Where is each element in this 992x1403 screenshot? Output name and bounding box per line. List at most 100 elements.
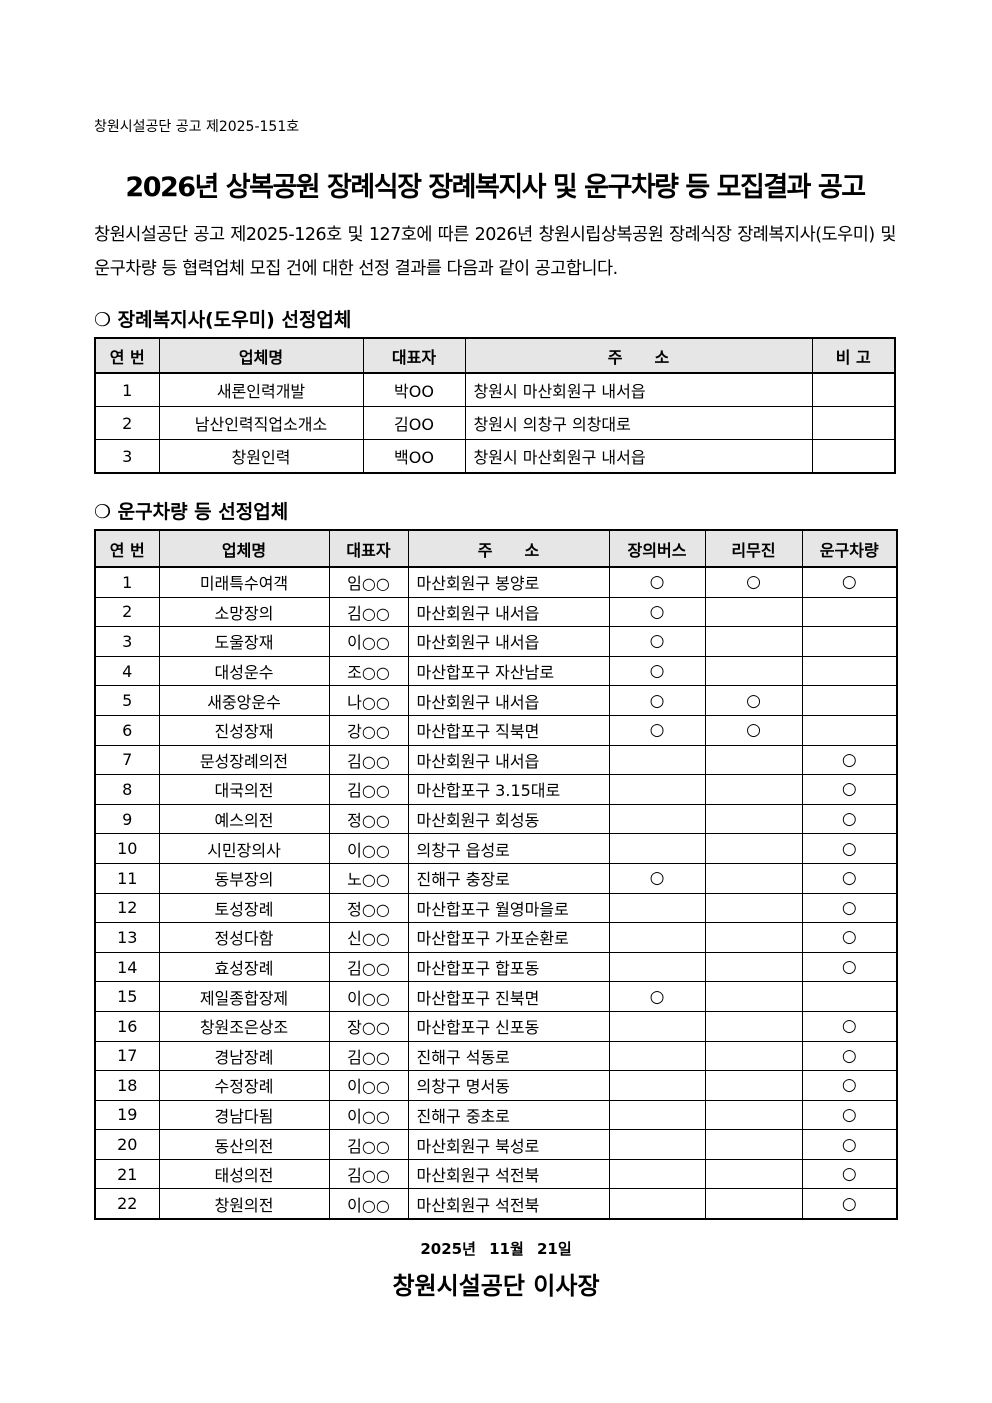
table-cell: 3: [94, 439, 160, 474]
section2-heading: ❍ 운구차량 등 선정업체: [94, 501, 289, 523]
table-cell: [608, 1129, 706, 1160]
table-cell: 신○○: [328, 922, 409, 953]
table-cell: 정○○: [328, 803, 409, 835]
table-row: 10 시민장의사 이○○ 의창구 읍성로 ○: [94, 833, 898, 864]
table-cell: 22: [94, 1188, 160, 1220]
table-row: 12 토성장례 정○○ 마산합포구 월영마을로 ○: [94, 892, 898, 924]
table-cell: [704, 803, 803, 835]
table-cell: 대성운수: [158, 655, 330, 687]
table-cell: ○: [608, 626, 706, 657]
table-cell: 마산합포구 직북면: [407, 714, 610, 746]
table-cell: 9: [94, 803, 160, 835]
table-cell: 동산의전: [158, 1129, 330, 1160]
table-cell: ○: [608, 862, 706, 894]
table-row: 3 도울장재 이○○ 마산회원구 내서읍 ○: [94, 626, 898, 657]
table-cell: ○: [801, 922, 898, 953]
table-cell: 마산회원구 석전북: [407, 1188, 610, 1220]
table-cell: [704, 951, 803, 983]
table-cell: 김○○: [328, 596, 409, 628]
table-cell: 이○○: [328, 1070, 409, 1101]
table-cell: 마산회원구 내서읍: [407, 685, 610, 716]
table-cell: 장○○: [328, 1010, 409, 1042]
table-cell: [704, 1188, 803, 1220]
table-cell: 제일종합장제: [158, 981, 330, 1012]
column-header: 리무진: [704, 529, 803, 568]
table-cell: 18: [94, 1070, 160, 1101]
table-row: 2 소망장의 김○○ 마산회원구 내서읍 ○: [94, 596, 898, 628]
table-row: 16 창원조은상조 장○○ 마산합포구 신포동 ○: [94, 1010, 898, 1042]
table-cell: [801, 685, 898, 716]
table-cell: [608, 1010, 706, 1042]
table-cell: [704, 1070, 803, 1101]
table-cell: [608, 833, 706, 864]
table-cell: [704, 744, 803, 776]
table-row: 20 동산의전 김○○ 마산회원구 북성로 ○: [94, 1129, 898, 1160]
table-row: 3 창원인력 백OO 창원시 마산회원구 내서읍: [94, 439, 896, 474]
table-cell: 마산회원구 내서읍: [407, 626, 610, 657]
table-cell: [608, 1188, 706, 1220]
table-cell: [704, 626, 803, 657]
table-cell: [801, 714, 898, 746]
notice-number: 창원시설공단 공고 제2025-151호: [94, 119, 300, 135]
table-cell: 1: [94, 566, 160, 598]
column-header: 연 번: [94, 529, 160, 568]
table-row: 2 남산인력직업소개소 김OO 창원시 의창구 의창대로: [94, 406, 896, 440]
table-cell: 창원의전: [158, 1188, 330, 1220]
table-cell: ○: [801, 892, 898, 924]
table-cell: 창원조은상조: [158, 1010, 330, 1042]
table-cell: [704, 1099, 803, 1131]
table-cell: 미래특수여객: [158, 566, 330, 598]
table-cell: 정○○: [328, 892, 409, 924]
table-cell: 마산회원구 회성동: [407, 803, 610, 835]
table-cell: 창원시 의창구 의창대로: [464, 406, 813, 440]
table-cell: ○: [801, 1040, 898, 1072]
table-cell: 예스의전: [158, 803, 330, 835]
table-row: 11 동부장의 노○○ 진해구 충장로 ○ ○: [94, 862, 898, 894]
table-cell: 창원시 마산회원구 내서읍: [464, 439, 813, 474]
table-cell: 8: [94, 774, 160, 805]
table-cell: 강○○: [328, 714, 409, 746]
table-cell: 2: [94, 596, 160, 628]
table-cell: 15: [94, 981, 160, 1012]
table-cell: 마산합포구 신포동: [407, 1010, 610, 1042]
table-cell: ○: [801, 951, 898, 983]
table-row: 13 정성다함 신○○ 마산합포구 가포순환로 ○: [94, 922, 898, 953]
table-cell: ○: [801, 862, 898, 894]
table-cell: ○: [704, 566, 803, 598]
table-cell: 21: [94, 1158, 160, 1190]
table-row: 15 제일종합장제 이○○ 마산합포구 진북면 ○: [94, 981, 898, 1012]
table-cell: 진해구 중초로: [407, 1099, 610, 1131]
table-cell: 마산합포구 진북면: [407, 981, 610, 1012]
column-header: 장의버스: [608, 529, 706, 568]
table-cell: 경남장례: [158, 1040, 330, 1072]
table-cell: 경남다됨: [158, 1099, 330, 1131]
table-cell: 효성장례: [158, 951, 330, 983]
table-row: 7 문성장례의전 김○○ 마산회원구 내서읍 ○: [94, 744, 898, 776]
table-cell: 10: [94, 833, 160, 864]
table-cell: 토성장례: [158, 892, 330, 924]
table-cell: 나○○: [328, 685, 409, 716]
table-cell: [704, 862, 803, 894]
table-cell: 남산인력직업소개소: [158, 406, 364, 440]
table-cell: 마산회원구 북성로: [407, 1129, 610, 1160]
table-row: 6 진성장재 강○○ 마산합포구 직북면 ○ ○: [94, 714, 898, 746]
table-cell: 마산합포구 가포순환로: [407, 922, 610, 953]
table-cell: 6: [94, 714, 160, 746]
intro-paragraph: 창원시설공단 공고 제2025-126호 및 127호에 따른 2026년 창원…: [94, 225, 897, 279]
notice-date: 2025년 11월 21일: [420, 1240, 572, 1258]
table-cell: 새론인력개발: [158, 372, 364, 407]
table-cell: 진해구 충장로: [407, 862, 610, 894]
table-cell: [801, 981, 898, 1012]
table-cell: 시민장의사: [158, 833, 330, 864]
table-cell: ○: [801, 1010, 898, 1042]
table-cell: [811, 372, 896, 407]
table-cell: [704, 596, 803, 628]
table-cell: 정성다함: [158, 922, 330, 953]
table-cell: 이○○: [328, 981, 409, 1012]
table-cell: ○: [801, 774, 898, 805]
table-cell: 문성장례의전: [158, 744, 330, 776]
table-cell: [704, 1010, 803, 1042]
table-cell: 5: [94, 685, 160, 716]
table-cell: 진성장재: [158, 714, 330, 746]
